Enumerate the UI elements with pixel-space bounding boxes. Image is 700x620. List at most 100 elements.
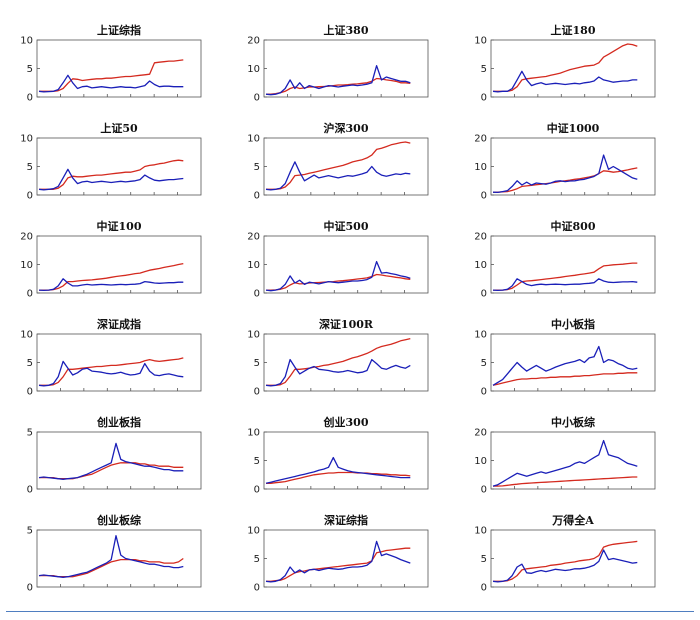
y-tick-label: 10 xyxy=(247,526,260,537)
y-tick-label: 0 xyxy=(481,93,487,104)
plot-frame xyxy=(36,431,202,490)
subplot-title: 深证成指 xyxy=(97,317,141,331)
y-tick-label: 0 xyxy=(27,485,33,496)
y-tick-label: 10 xyxy=(474,456,487,467)
blue-series-line xyxy=(492,549,638,583)
subplot-title: 创业板综 xyxy=(96,513,141,527)
red-series-line xyxy=(266,547,411,582)
y-tick-label: 10 xyxy=(20,330,33,341)
y-tick-label: 10 xyxy=(247,64,260,75)
subplot-8: 中证500 0 10 20 xyxy=(247,219,429,300)
blue-series-line xyxy=(265,358,411,387)
plot-frame xyxy=(490,137,656,196)
y-tick-label: 20 xyxy=(247,36,260,47)
y-tick-label: 5 xyxy=(254,554,260,565)
y-tick-label: 10 xyxy=(247,428,260,439)
red-series-line xyxy=(493,262,638,291)
y-tick-label: 5 xyxy=(254,358,260,369)
y-tick-label: 0 xyxy=(27,289,33,300)
subplot-3: 上证180 0 5 10 xyxy=(474,23,656,104)
y-tick-label: 10 xyxy=(20,260,33,271)
y-tick-label: 10 xyxy=(247,330,260,341)
y-tick-label: 10 xyxy=(247,134,260,145)
subplot-4: 上证50 0 5 10 xyxy=(20,121,202,202)
y-tick-label: 5 xyxy=(481,64,487,75)
y-tick-label: 20 xyxy=(474,428,487,439)
y-tick-label: 0 xyxy=(254,93,260,104)
subplot-title: 创业板指 xyxy=(96,415,141,429)
y-tick-label: 10 xyxy=(474,260,487,271)
y-tick-label: 5 xyxy=(27,526,33,537)
blue-series-line xyxy=(38,360,184,387)
subplot-title: 创业300 xyxy=(323,415,369,429)
blue-series-line xyxy=(265,65,411,96)
y-tick-label: 5 xyxy=(27,162,33,173)
subplot-9: 中证800 0 10 20 xyxy=(474,219,656,300)
plot-frame xyxy=(263,529,429,588)
subplot-title: 上证180 xyxy=(551,23,596,37)
y-tick-label: 10 xyxy=(20,134,33,145)
subplot-title: 中证800 xyxy=(551,219,596,233)
red-series-line xyxy=(266,337,411,386)
plot-frame xyxy=(263,235,429,294)
y-tick-label: 5 xyxy=(254,162,260,173)
red-series-line xyxy=(493,43,638,92)
subplot-title: 深证综指 xyxy=(324,513,368,527)
subplot-1: 上证综指 0 5 10 xyxy=(20,23,202,104)
subplot-title: 中证1000 xyxy=(547,121,600,135)
subplot-15: 中小板综 0 10 20 xyxy=(474,415,656,496)
y-tick-label: 5 xyxy=(254,456,260,467)
red-series-line xyxy=(493,167,638,193)
plot-frame xyxy=(490,529,656,588)
red-series-line xyxy=(39,557,184,578)
plot-frame xyxy=(263,39,429,98)
y-tick-label: 20 xyxy=(474,232,487,243)
blue-series-line xyxy=(492,70,638,93)
y-tick-label: 20 xyxy=(474,134,487,145)
subplot-11: 深证100R 0 5 10 xyxy=(247,317,429,398)
plot-frame xyxy=(490,333,656,392)
y-tick-label: 0 xyxy=(254,485,260,496)
subplot-title: 沪深300 xyxy=(324,121,369,135)
y-tick-label: 5 xyxy=(27,64,33,75)
red-series-line xyxy=(39,159,184,190)
y-tick-label: 10 xyxy=(474,526,487,537)
y-tick-label: 0 xyxy=(27,93,33,104)
plot-frame xyxy=(263,137,429,196)
red-series-line xyxy=(493,476,638,487)
y-tick-label: 0 xyxy=(481,387,487,398)
plot-frame xyxy=(36,39,202,98)
blue-series-line xyxy=(492,278,638,292)
subplot-title: 中小板综 xyxy=(551,415,595,429)
blue-series-line xyxy=(265,456,411,484)
y-tick-label: 0 xyxy=(254,191,260,202)
blue-series-line xyxy=(265,260,411,292)
blue-series-line xyxy=(38,278,184,292)
plot-frame xyxy=(36,333,202,392)
blue-series-line xyxy=(492,345,638,386)
plot-frame xyxy=(36,529,202,588)
subplot-10: 深证成指 0 5 10 xyxy=(20,317,202,398)
red-series-line xyxy=(39,357,184,386)
subplot-17: 深证综指 0 5 10 xyxy=(247,513,429,594)
subplot-title: 上证50 xyxy=(100,121,138,135)
y-tick-label: 5 xyxy=(481,554,487,565)
y-tick-label: 10 xyxy=(20,36,33,47)
subplot-7: 中证100 0 10 20 xyxy=(20,219,202,300)
y-tick-label: 0 xyxy=(481,191,487,202)
subplot-16: 创业板综 0 5 xyxy=(27,513,202,594)
y-tick-label: 0 xyxy=(254,289,260,300)
y-tick-label: 5 xyxy=(27,358,33,369)
y-tick-label: 0 xyxy=(481,583,487,594)
y-tick-label: 10 xyxy=(474,36,487,47)
blue-series-line xyxy=(38,442,184,480)
bottom-divider xyxy=(6,611,694,612)
subplot-14: 创业300 0 5 10 xyxy=(247,415,429,496)
y-tick-label: 0 xyxy=(254,583,260,594)
y-tick-label: 10 xyxy=(247,260,260,271)
blue-series-line xyxy=(492,439,638,487)
y-tick-label: 0 xyxy=(481,289,487,300)
subplot-5: 沪深300 0 5 10 xyxy=(247,121,429,202)
